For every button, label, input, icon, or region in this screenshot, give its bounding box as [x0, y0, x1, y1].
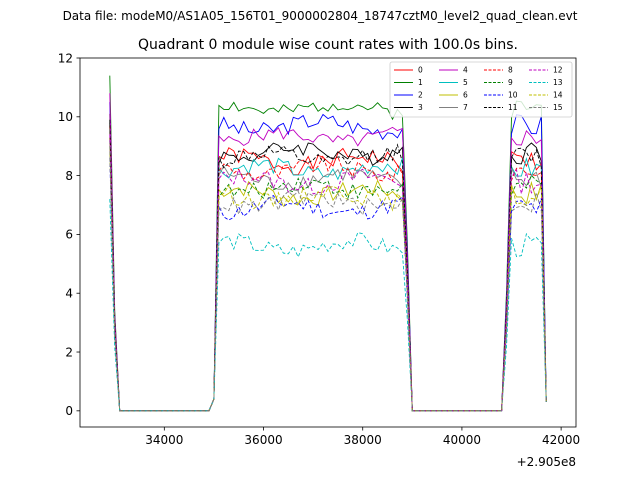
x-tick-label: 42000 [542, 433, 580, 447]
x-tick-label: 36000 [244, 433, 282, 447]
series-layer [109, 75, 547, 412]
series-line-15 [109, 146, 547, 412]
x-axis: 34000 36000 38000 40000 42000 [145, 427, 580, 447]
x-tick-label: 40000 [443, 433, 481, 447]
y-tick-label: 0 [65, 404, 73, 418]
legend-label-10: 10 [508, 91, 518, 100]
legend-label-2: 2 [418, 91, 423, 100]
y-tick-label: 4 [65, 287, 73, 301]
y-axis: 0 2 4 6 8 10 12 [58, 51, 80, 418]
legend-label-0: 0 [418, 66, 423, 75]
legend-label-13: 13 [553, 78, 563, 87]
legend-label-12: 12 [553, 66, 563, 75]
y-tick-label: 2 [65, 345, 73, 359]
x-tick-label: 34000 [145, 433, 183, 447]
legend-label-15: 15 [553, 103, 563, 112]
legend-label-1: 1 [418, 78, 423, 87]
suptitle: Data file: modeM0/AS1A05_156T01_90000028… [63, 9, 578, 23]
legend-label-11: 11 [508, 103, 518, 112]
y-tick-label: 10 [58, 110, 73, 124]
chart-title: Quadrant 0 module wise count rates with … [138, 37, 518, 53]
legend-label-8: 8 [508, 66, 513, 75]
legend-label-3: 3 [418, 103, 423, 112]
legend-box [389, 61, 573, 118]
y-tick-label: 8 [65, 169, 73, 183]
x-tick-label: 38000 [344, 433, 382, 447]
legend-label-4: 4 [463, 66, 468, 75]
x-offset-label: +2.905e8 [517, 455, 576, 469]
y-tick-label: 6 [65, 228, 73, 242]
legend-label-14: 14 [553, 91, 563, 100]
plot-frame [79, 57, 577, 428]
legend-label-5: 5 [463, 78, 468, 87]
legend-label-7: 7 [463, 103, 468, 112]
legend-label-9: 9 [508, 78, 513, 87]
legend-label-6: 6 [463, 91, 468, 100]
y-tick-label: 12 [58, 51, 73, 65]
